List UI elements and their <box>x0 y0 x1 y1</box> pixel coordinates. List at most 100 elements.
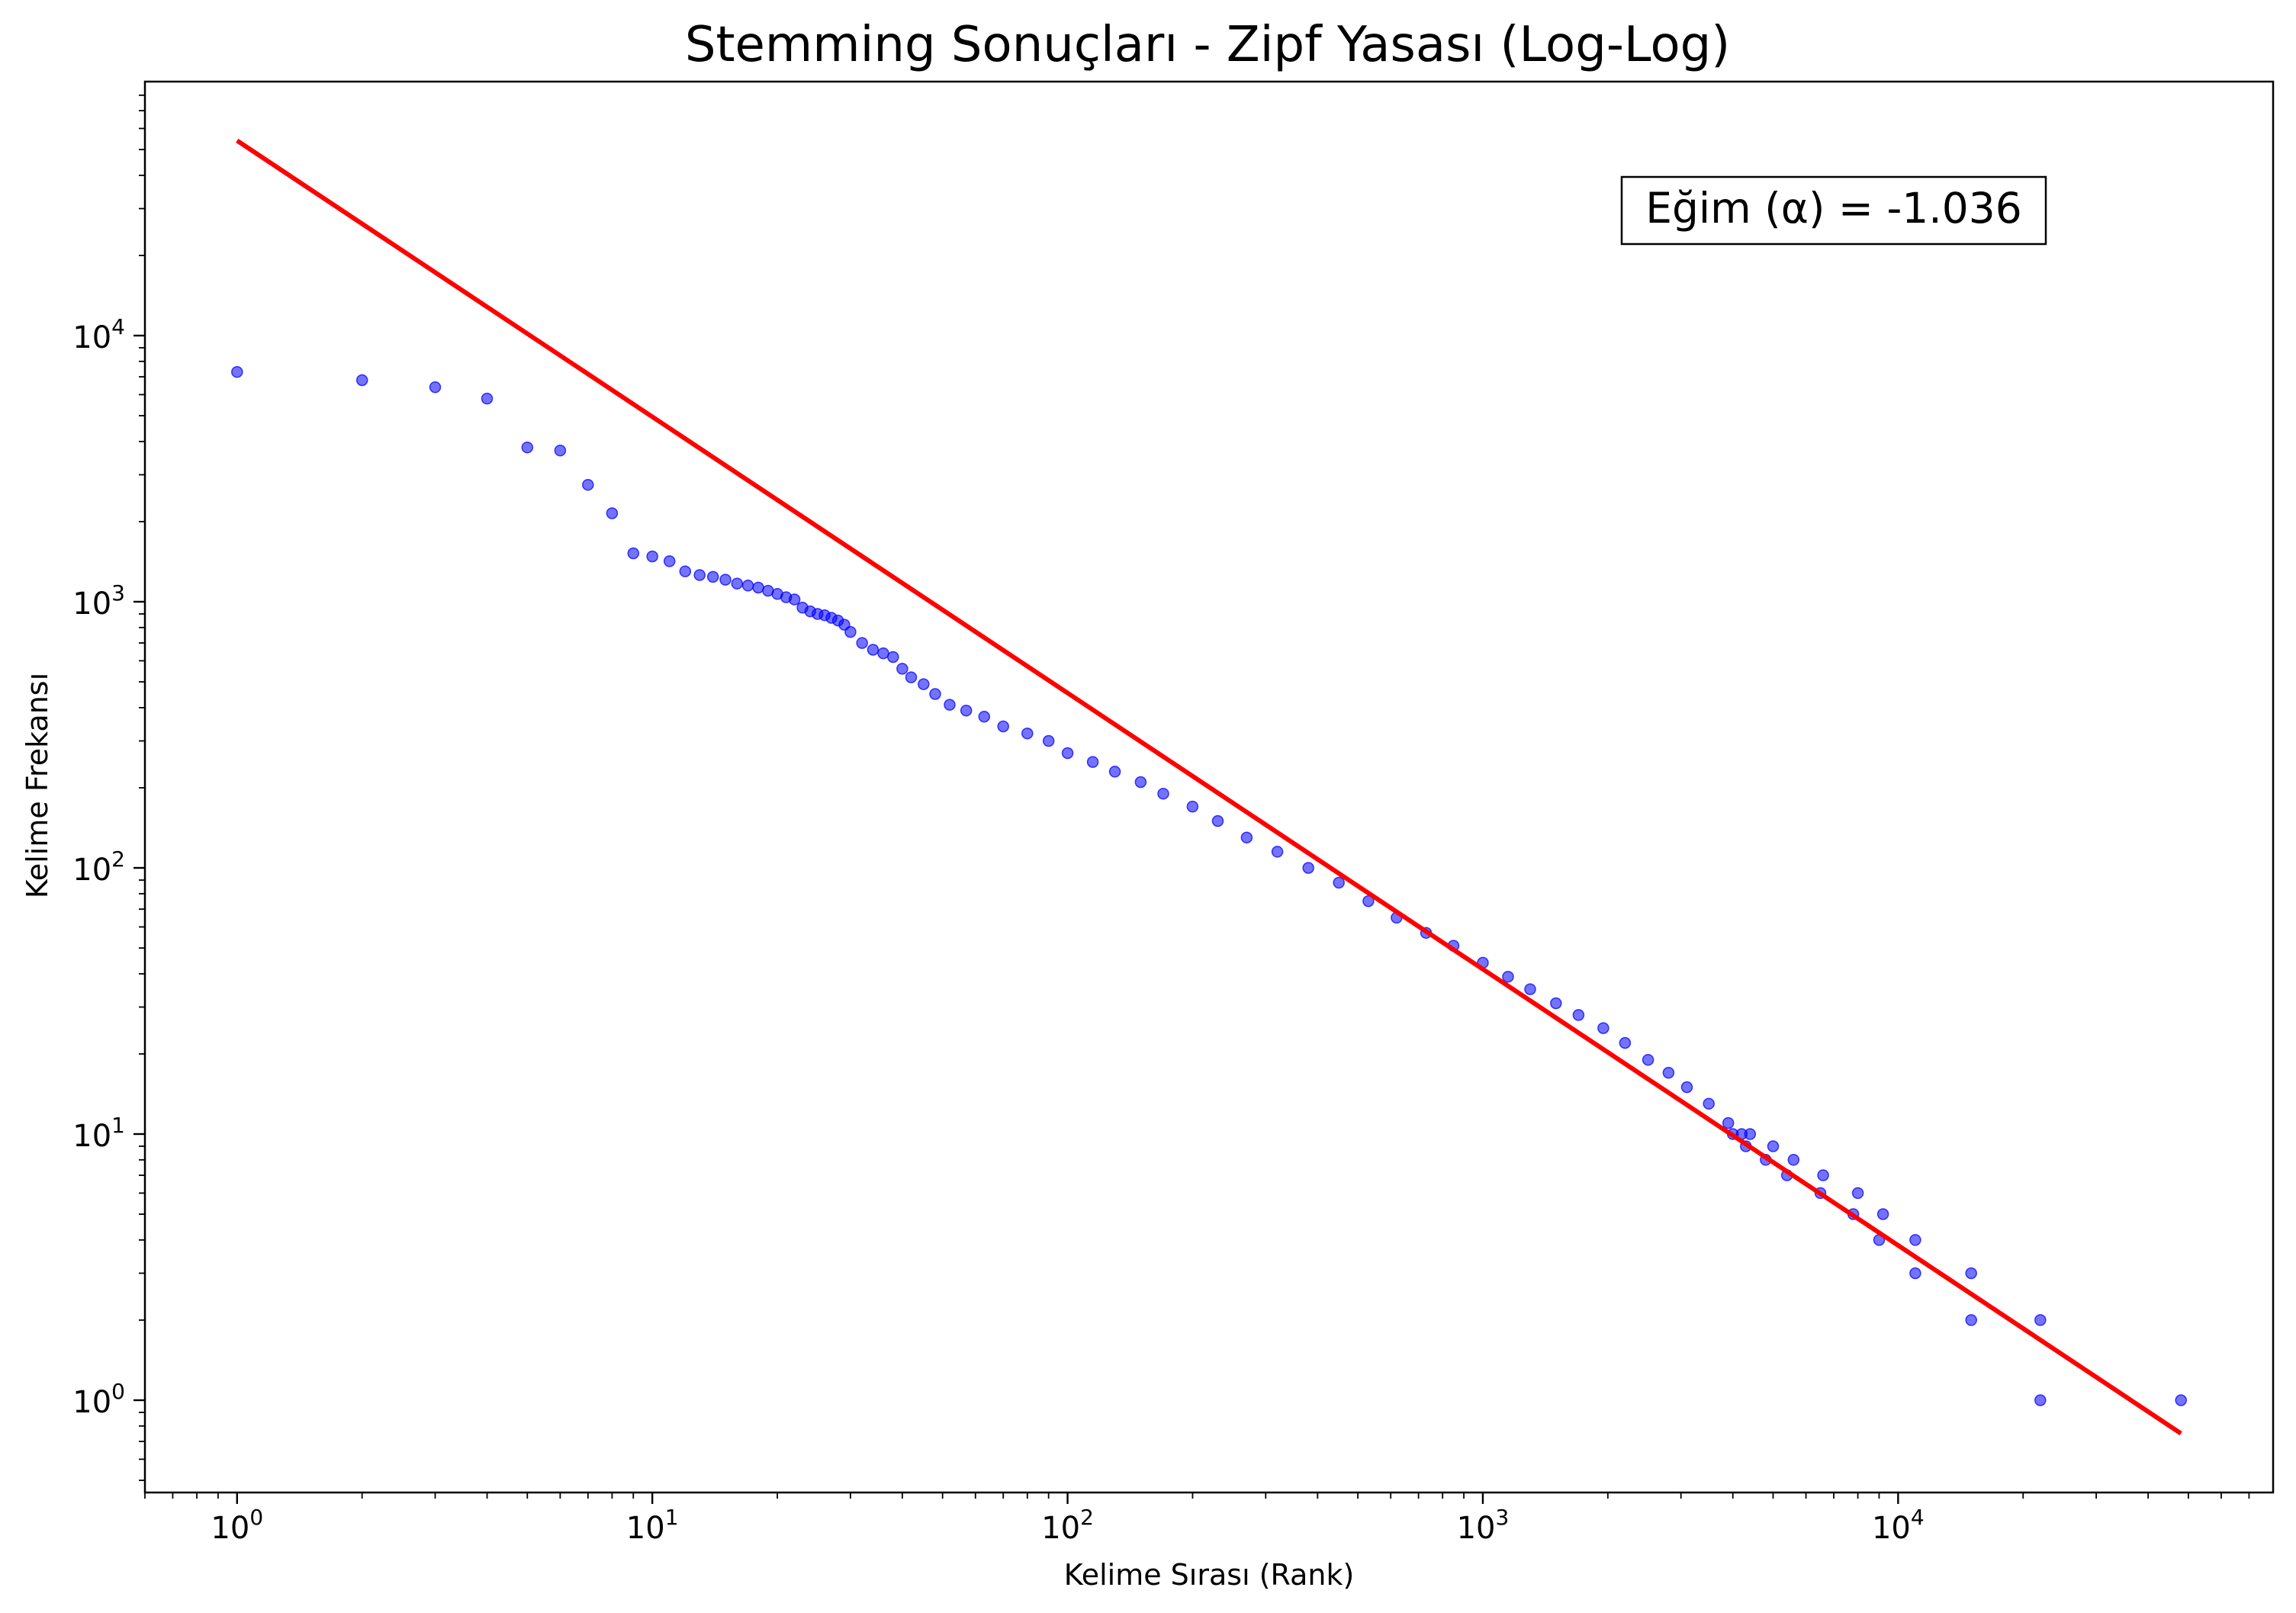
slope-annotation: Eğim (α) = -1.036 <box>1620 175 2047 246</box>
scatter-point <box>429 381 442 394</box>
x-tick-label: 103 <box>1457 1505 1510 1546</box>
x-tick-label: 100 <box>211 1505 263 1546</box>
scatter-point <box>1909 1234 1921 1246</box>
y-tick-base: 10 <box>72 853 111 888</box>
scatter-point <box>2175 1394 2187 1406</box>
scatter-point <box>788 593 801 606</box>
x-tick-exponent: 2 <box>1080 1505 1094 1530</box>
scatter-point <box>1965 1314 1977 1326</box>
scatter-point <box>355 374 368 387</box>
scatter-point <box>1186 800 1199 813</box>
x-tick-exponent: 3 <box>1496 1505 1510 1530</box>
y-tick-exponent: 0 <box>111 1379 125 1404</box>
scatter-point <box>521 441 534 454</box>
scatter-point <box>1086 756 1099 768</box>
y-tick-base: 10 <box>72 1385 111 1420</box>
fit-line-group <box>236 138 2182 1436</box>
scatter-point <box>1302 862 1314 874</box>
y-axis-label: Kelime Frekansı <box>21 673 54 898</box>
x-tick-exponent: 0 <box>249 1505 263 1530</box>
scatter-point <box>1211 815 1224 827</box>
y-tick-label: 103 <box>72 580 125 622</box>
x-tick-exponent: 1 <box>665 1505 679 1530</box>
scatter-point <box>1134 776 1147 789</box>
scatter-point <box>905 671 918 683</box>
scatter-point <box>896 663 908 675</box>
y-tick-label: 100 <box>72 1379 125 1420</box>
scatter-point <box>1876 1208 1889 1220</box>
scatter-point <box>679 565 692 577</box>
x-tick-base: 10 <box>1457 1511 1496 1546</box>
scatter-point <box>663 555 676 567</box>
x-tick-base: 10 <box>211 1511 249 1546</box>
scatter-point <box>1502 970 1514 983</box>
scatter-point <box>1240 831 1253 843</box>
scatter-point <box>1572 1009 1585 1021</box>
scatter-point <box>606 507 619 519</box>
scatter-point <box>1061 747 1074 760</box>
scatter-point <box>918 678 930 690</box>
scatter-point <box>1333 876 1345 889</box>
scatter-point <box>1767 1140 1780 1152</box>
scatter-point <box>481 392 494 405</box>
scatter-point <box>856 637 868 649</box>
y-tick-base: 10 <box>72 586 111 622</box>
scatter-point <box>627 547 640 560</box>
x-tick-label: 102 <box>1041 1505 1094 1546</box>
chart-title: Stemming Sonuçları - Zipf Yasası (Log-Lo… <box>685 17 1730 73</box>
scatter-point <box>231 365 243 378</box>
annotation-box <box>1620 175 2047 246</box>
scatter-point <box>752 581 764 594</box>
scatter-point <box>997 720 1009 733</box>
scatter-point <box>2034 1394 2047 1406</box>
y-tick-exponent: 3 <box>111 580 125 606</box>
scatter-point <box>1597 1022 1609 1034</box>
scatter-point <box>1271 846 1284 858</box>
scatter-point <box>706 570 719 583</box>
scatter-point <box>929 688 941 700</box>
scatter-point <box>1619 1036 1632 1049</box>
scatter-point <box>2034 1314 2047 1326</box>
scatter-point <box>1642 1053 1654 1066</box>
scatter-point <box>944 699 956 711</box>
x-tick-label: 104 <box>1872 1505 1925 1546</box>
annotation-text: Eğim (α) = -1.036 <box>1645 184 2022 233</box>
scatter-point <box>1550 997 1562 1010</box>
x-tick-base: 10 <box>626 1511 665 1546</box>
scatter-point <box>1021 727 1034 740</box>
scatter-point <box>741 580 754 592</box>
scatter-point <box>1817 1169 1829 1181</box>
scatter-point <box>1965 1267 1977 1280</box>
x-axis-label: Kelime Sırası (Rank) <box>1064 1558 1355 1592</box>
scatter-point <box>554 444 567 457</box>
scatter-point <box>844 625 857 638</box>
scatter-point <box>1722 1117 1735 1129</box>
scatter-point <box>1524 983 1536 995</box>
y-tick-exponent: 4 <box>111 314 125 339</box>
scatter-point <box>867 644 879 656</box>
fit-line <box>236 138 2182 1436</box>
scatter-point <box>1680 1081 1693 1094</box>
scatter-point <box>1108 766 1121 778</box>
scatter-point <box>960 704 973 717</box>
y-tick-exponent: 1 <box>111 1113 125 1138</box>
scatter-point <box>1157 787 1169 800</box>
scatter-point <box>1909 1267 1921 1280</box>
y-tick-label: 104 <box>72 314 125 355</box>
scatter-point <box>1042 734 1055 747</box>
scatter-point <box>978 710 991 723</box>
scatter-point <box>1362 895 1375 908</box>
scatter-point <box>1787 1154 1800 1166</box>
scatter-point <box>693 569 706 581</box>
x-tick-label: 101 <box>626 1505 679 1546</box>
y-tick-exponent: 2 <box>111 847 125 872</box>
scatter-point <box>731 577 744 590</box>
scatter-point <box>646 550 658 563</box>
x-tick-exponent: 4 <box>1911 1505 1925 1530</box>
y-tick-base: 10 <box>72 1119 111 1154</box>
scatter-point <box>582 478 594 491</box>
scatter-point <box>1703 1097 1715 1110</box>
y-tick-label: 101 <box>72 1113 125 1154</box>
